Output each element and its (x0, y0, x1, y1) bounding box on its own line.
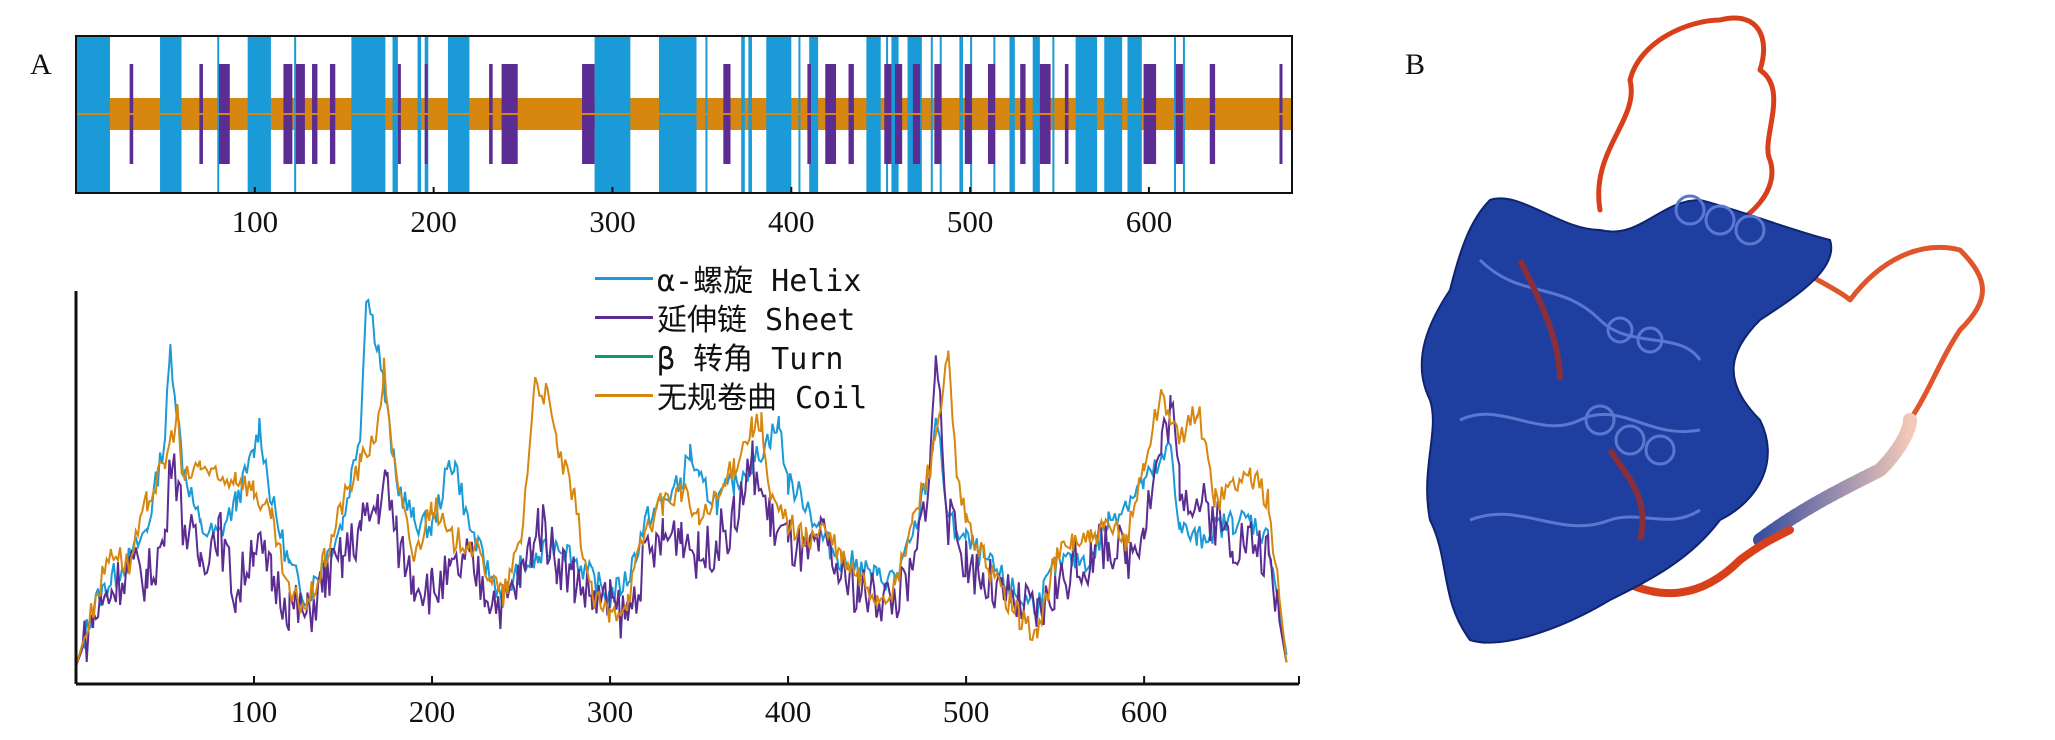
x-tick-label: 600 (1121, 694, 1168, 729)
coil-series-line (75, 350, 1288, 667)
x-tick-label: 200 (410, 204, 457, 239)
x-tick-label: 300 (587, 694, 634, 729)
legend-swatch (595, 315, 653, 319)
legend-item-sheet: 延伸链 Sheet (595, 297, 856, 338)
structure-track-panel: 100 200 300 400 500 600 (75, 35, 1293, 239)
helix-series-line (75, 298, 1288, 667)
legend-label: 延伸链 Sheet (657, 303, 856, 338)
sheet-series-line (75, 355, 1288, 667)
panel-label-b: B (1405, 48, 1426, 81)
legend-label: α-螺旋 Helix (657, 264, 862, 299)
track-frame (75, 35, 1293, 194)
legend-swatch (595, 354, 653, 358)
x-tick-label: 100 (231, 694, 278, 729)
legend-item-coil: 无规卷曲 Coil (595, 375, 868, 416)
x-tick-label: 500 (943, 694, 990, 729)
panel-label-a: A (30, 48, 52, 81)
x-tick-label: 200 (409, 694, 456, 729)
x-tick-label: 300 (589, 204, 636, 239)
structure-propensity-chart: 100 200 300 400 500 600 (74, 291, 1300, 729)
x-tick-label: 400 (765, 694, 812, 729)
x-tick-label: 500 (947, 204, 994, 239)
x-tick-label: 400 (768, 204, 815, 239)
legend-label: 无规卷曲 Coil (657, 381, 868, 416)
x-tick-label: 100 (232, 204, 279, 239)
legend-item-turn: β 转角 Turn (595, 336, 844, 377)
legend-swatch (595, 276, 653, 280)
legend-swatch (595, 393, 653, 397)
x-tick-label: 600 (1126, 204, 1173, 239)
legend-item-helix: α-螺旋 Helix (595, 258, 862, 299)
legend-label: β 转角 Turn (657, 342, 844, 377)
